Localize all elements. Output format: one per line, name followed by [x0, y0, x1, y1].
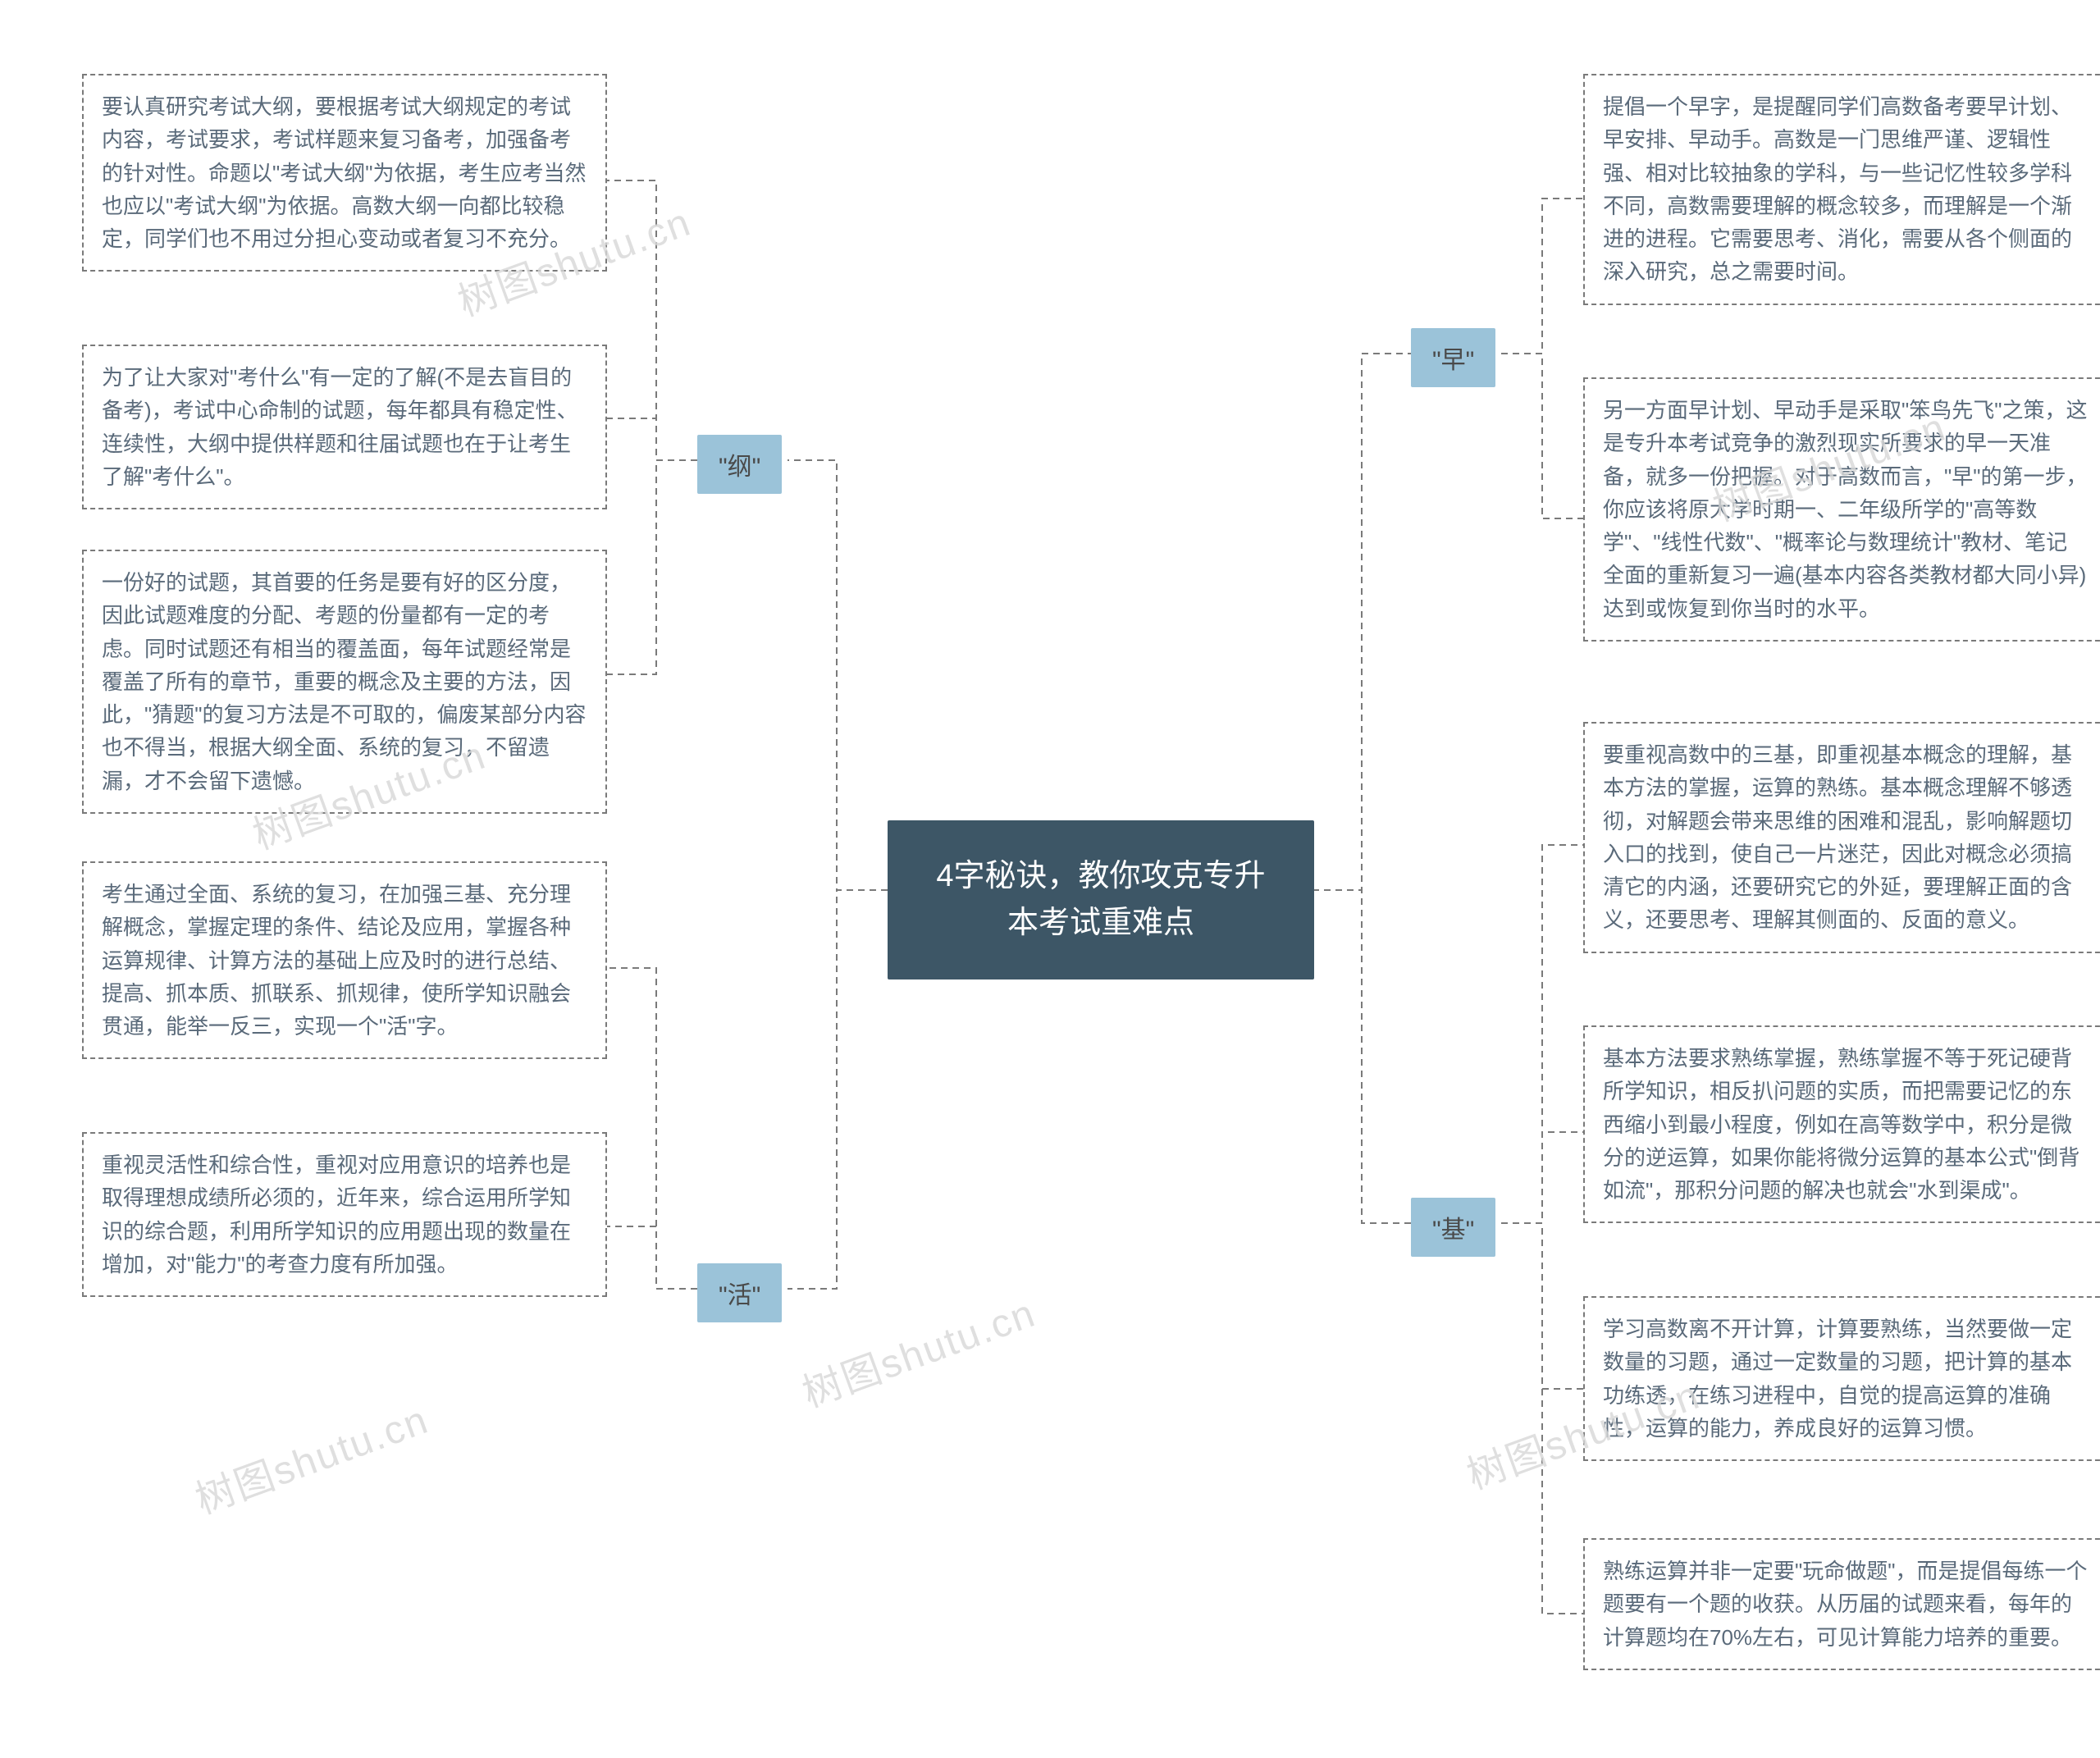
leaf-node: 为了让大家对"考什么"有一定的了解(不是去盲目的备考)，考试中心命制的试题，每年… [82, 345, 607, 509]
leaf-text: 要重视高数中的三基，即重视基本概念的理解，基本方法的掌握，运算的熟练。基本概念理… [1603, 742, 2072, 932]
cat-gang: "纲" [697, 435, 782, 494]
leaf-node: 要认真研究考试大纲，要根据考试大纲规定的考试内容，考试要求，考试样题来复习备考，… [82, 74, 607, 272]
leaf-text: 学习高数离不开计算，计算要熟练，当然要做一定数量的习题，通过一定数量的习题，把计… [1603, 1317, 2072, 1441]
leaf-text: 另一方面早计划、早动手是采取"笨鸟先飞"之策，这是专升本考试竞争的激烈现实所要求… [1603, 398, 2087, 621]
cat-label: "早" [1432, 347, 1474, 374]
cat-zao: "早" [1411, 328, 1495, 387]
cat-ji: "基" [1411, 1198, 1495, 1257]
watermark: 树图shutu.cn [186, 1387, 435, 1525]
watermark: 树图shutu.cn [793, 1281, 1042, 1418]
leaf-text: 提倡一个早字，是提醒同学们高数备考要早计划、早安排、早动手。高数是一门思维严谨、… [1603, 94, 2072, 284]
leaf-node: 学习高数离不开计算，计算要熟练，当然要做一定数量的习题，通过一定数量的习题，把计… [1583, 1296, 2100, 1461]
cat-huo: "活" [697, 1263, 782, 1322]
leaf-text: 基本方法要求熟练掌握，熟练掌握不等于死记硬背所学知识，相反扒问题的实质，而把需要… [1603, 1046, 2079, 1203]
leaf-text: 重视灵活性和综合性，重视对应用意识的培养也是取得理想成绩所必须的，近年来，综合运… [102, 1153, 571, 1276]
center-text: 4字秘诀，教你攻克专升本考试重难点 [936, 859, 1265, 940]
leaf-text: 要认真研究考试大纲，要根据考试大纲规定的考试内容，考试要求，考试样题来复习备考，… [102, 94, 586, 251]
leaf-node: 重视灵活性和综合性，重视对应用意识的培养也是取得理想成绩所必须的，近年来，综合运… [82, 1132, 607, 1297]
leaf-text: 熟练运算并非一定要"玩命做题"，而是提倡每练一个题要有一个题的收获。从历届的试题… [1603, 1559, 2087, 1650]
leaf-node: 基本方法要求熟练掌握，熟练掌握不等于死记硬背所学知识，相反扒问题的实质，而把需要… [1583, 1025, 2100, 1223]
leaf-node: 熟练运算并非一定要"玩命做题"，而是提倡每练一个题要有一个题的收获。从历届的试题… [1583, 1538, 2100, 1670]
leaf-text: 为了让大家对"考什么"有一定的了解(不是去盲目的备考)，考试中心命制的试题，每年… [102, 365, 578, 489]
cat-label: "基" [1432, 1217, 1474, 1244]
leaf-text: 一份好的试题，其首要的任务是要有好的区分度，因此试题难度的分配、考题的份量都有一… [102, 570, 586, 793]
cat-label: "活" [719, 1282, 760, 1309]
leaf-text: 考生通过全面、系统的复习，在加强三基、充分理解概念，掌握定理的条件、结论及应用，… [102, 882, 571, 1039]
leaf-node: 另一方面早计划、早动手是采取"笨鸟先飞"之策，这是专升本考试竞争的激烈现实所要求… [1583, 377, 2100, 642]
leaf-node: 一份好的试题，其首要的任务是要有好的区分度，因此试题难度的分配、考题的份量都有一… [82, 550, 607, 814]
center-node: 4字秘诀，教你攻克专升本考试重难点 [888, 820, 1314, 979]
cat-label: "纲" [719, 454, 760, 481]
leaf-node: 要重视高数中的三基，即重视基本概念的理解，基本方法的掌握，运算的熟练。基本概念理… [1583, 722, 2100, 953]
leaf-node: 考生通过全面、系统的复习，在加强三基、充分理解概念，掌握定理的条件、结论及应用，… [82, 861, 607, 1059]
leaf-node: 提倡一个早字，是提醒同学们高数备考要早计划、早安排、早动手。高数是一门思维严谨、… [1583, 74, 2100, 305]
